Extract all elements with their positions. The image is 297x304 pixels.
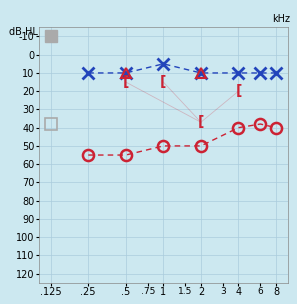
Text: [: [: [198, 115, 204, 129]
Text: dB HL: dB HL: [9, 27, 37, 37]
Text: [: [: [235, 84, 242, 98]
Text: [: [: [160, 75, 167, 89]
Text: kHz: kHz: [273, 14, 290, 23]
Text: [: [: [123, 75, 129, 89]
